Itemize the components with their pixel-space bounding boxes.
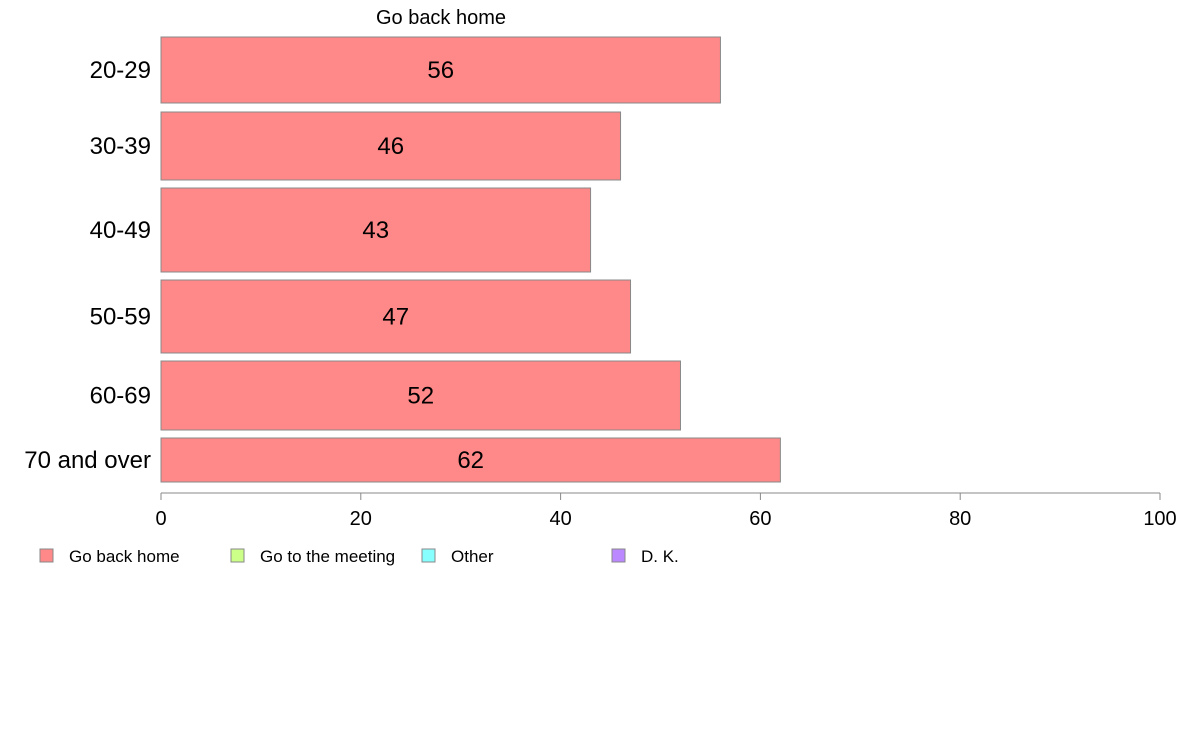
bars-layer: 56 20-29 46 30-39 43 40-49 47 50-59 52 60-69 62 70 … — [24, 36, 781, 483]
x-tick-label: 80 — [949, 508, 971, 530]
category-label: 20-29 — [90, 57, 151, 84]
bar-50-59 — [160, 279, 632, 354]
bar-30-39 — [160, 111, 622, 181]
category-label: 30-39 — [90, 133, 151, 160]
data-label: 43 — [362, 217, 389, 244]
chart-title: Go back home — [376, 7, 506, 29]
data-label: 47 — [382, 304, 409, 331]
category-label: 40-49 — [90, 217, 151, 244]
bar-40-49 — [160, 187, 592, 273]
legend-swatch — [39, 548, 54, 563]
category-label: 60-69 — [90, 383, 151, 410]
legend-swatch — [611, 548, 626, 563]
bar-20-29 — [160, 36, 721, 104]
category-label: 50-59 — [90, 304, 151, 331]
x-tick-label: 60 — [749, 508, 771, 530]
x-tick-label: 40 — [549, 508, 571, 530]
data-label: 62 — [457, 447, 484, 474]
data-label: 56 — [427, 57, 454, 84]
legend-label: D. K. — [641, 547, 679, 566]
legend-swatch — [421, 548, 436, 563]
x-axis: 0 20 40 60 80 100 — [155, 492, 1177, 530]
bar-70-and-over — [160, 437, 781, 483]
data-label: 46 — [377, 133, 404, 160]
legend-label: Other — [451, 547, 494, 566]
x-tick-label: 100 — [1143, 508, 1176, 530]
category-label: 70 and over — [24, 447, 151, 474]
bar-60-69 — [160, 360, 681, 431]
legend-label: Go to the meeting — [260, 547, 395, 566]
legend: Go back home Go to the meeting Other D. K. — [39, 547, 679, 566]
data-label: 52 — [407, 383, 434, 410]
legend-label: Go back home — [69, 547, 180, 566]
legend-swatch — [230, 548, 245, 563]
x-tick-label: 20 — [350, 508, 372, 530]
x-tick-label: 0 — [155, 508, 166, 530]
